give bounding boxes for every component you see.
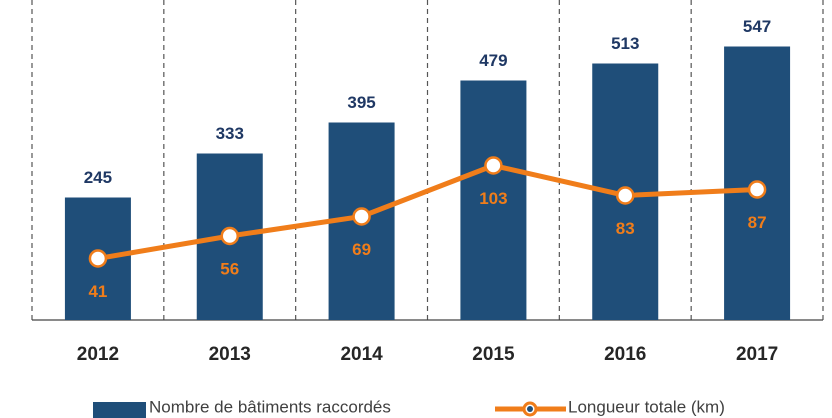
x-tick-label: 2012 (77, 344, 119, 365)
x-tick-label: 2017 (736, 344, 778, 365)
legend-swatch (527, 406, 533, 412)
bar-value-label: 479 (479, 51, 507, 70)
line-value-label: 83 (616, 219, 635, 238)
x-tick-label: 2016 (604, 344, 646, 365)
bar-value-label: 395 (347, 93, 375, 112)
bar (460, 80, 527, 320)
line-value-label: 41 (88, 282, 107, 301)
line-value-label: 69 (352, 240, 371, 259)
line-point (484, 156, 503, 175)
line-value-label: 56 (220, 259, 239, 278)
line-value-label: 103 (479, 189, 507, 208)
line-point (352, 207, 371, 226)
line-point (88, 249, 108, 268)
x-tick-label: 2013 (209, 344, 251, 365)
bar-value-label: 547 (743, 17, 771, 36)
bar-value-label: 333 (216, 124, 244, 143)
bar-value-label: 245 (84, 168, 112, 187)
legend-label: Longueur totale (km) (568, 397, 725, 416)
line-point (220, 226, 239, 246)
x-tick-label: 2014 (340, 344, 383, 365)
x-tick-label: 2015 (472, 344, 515, 365)
line-point (747, 180, 767, 199)
legend-label: Nombre de bâtiments raccordés (149, 397, 391, 416)
line-value-label: 87 (748, 213, 767, 232)
legend-swatch (93, 402, 146, 418)
bar-value-label: 513 (611, 34, 639, 53)
line-point (616, 186, 635, 205)
line (97, 162, 758, 261)
